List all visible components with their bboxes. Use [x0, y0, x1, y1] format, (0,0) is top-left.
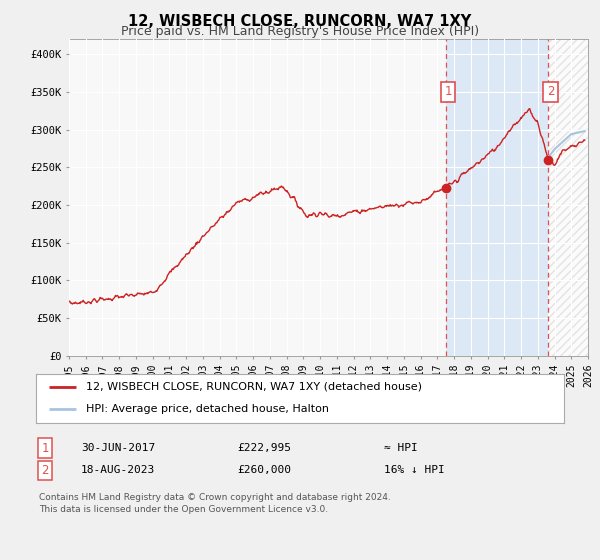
Text: £260,000: £260,000 [237, 465, 291, 475]
Bar [548, 39, 588, 356]
Bar [446, 39, 548, 356]
Text: HPI: Average price, detached house, Halton: HPI: Average price, detached house, Halt… [86, 404, 329, 414]
Text: 30-JUN-2017: 30-JUN-2017 [81, 443, 155, 453]
Text: 12, WISBECH CLOSE, RUNCORN, WA7 1XY: 12, WISBECH CLOSE, RUNCORN, WA7 1XY [128, 14, 472, 29]
Text: 18-AUG-2023: 18-AUG-2023 [81, 465, 155, 475]
Bar [548, 39, 588, 356]
Text: This data is licensed under the Open Government Licence v3.0.: This data is licensed under the Open Gov… [39, 505, 328, 514]
Text: ≈ HPI: ≈ HPI [384, 443, 418, 453]
Text: £222,995: £222,995 [237, 443, 291, 453]
Text: 1: 1 [445, 86, 452, 99]
Text: 2: 2 [547, 86, 554, 99]
Text: 2: 2 [41, 464, 49, 477]
Text: Contains HM Land Registry data © Crown copyright and database right 2024.: Contains HM Land Registry data © Crown c… [39, 493, 391, 502]
Text: 1: 1 [41, 441, 49, 455]
Text: Price paid vs. HM Land Registry's House Price Index (HPI): Price paid vs. HM Land Registry's House … [121, 25, 479, 38]
Text: 16% ↓ HPI: 16% ↓ HPI [384, 465, 445, 475]
Text: 12, WISBECH CLOSE, RUNCORN, WA7 1XY (detached house): 12, WISBECH CLOSE, RUNCORN, WA7 1XY (det… [86, 382, 422, 392]
